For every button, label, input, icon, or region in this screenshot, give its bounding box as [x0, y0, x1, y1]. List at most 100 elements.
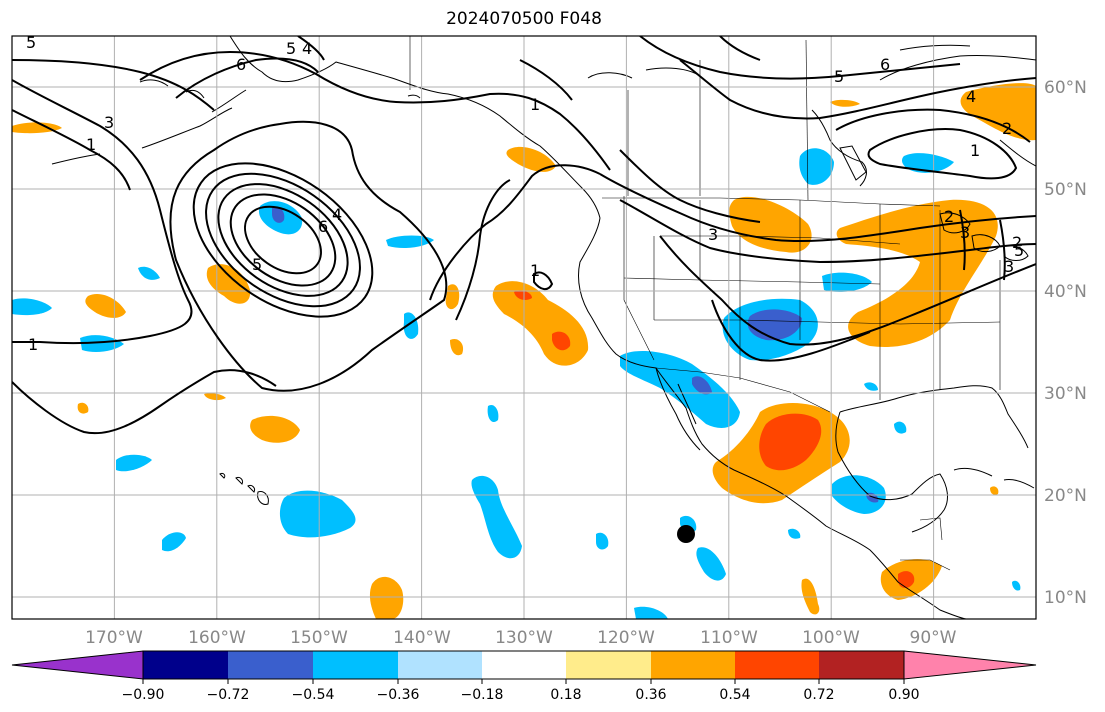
positive-anomaly-region — [830, 99, 860, 107]
contour-label: 6 — [318, 217, 328, 236]
positive-anomaly-region — [990, 486, 999, 495]
colorbar-tick-label: −0.36 — [377, 687, 420, 703]
contour-line — [711, 299, 871, 362]
strong-positive-anomaly-region — [514, 290, 532, 300]
contour-line — [835, 108, 1031, 143]
colorbar-segment — [228, 651, 313, 679]
colorbar-segment — [651, 651, 735, 679]
latitude-label: 40°N — [1044, 282, 1087, 302]
colorbar-tick-label: 0.72 — [803, 687, 834, 703]
colorbar-tick-label: −0.90 — [122, 687, 165, 703]
longitude-label: 90°W — [910, 628, 957, 648]
contour-line — [12, 79, 193, 345]
shaded-anomaly-layer — [12, 83, 1036, 619]
contour-label: 2 — [944, 207, 954, 226]
negative-anomaly-region — [80, 335, 124, 352]
negative-anomaly-region — [788, 528, 801, 539]
colorbar-low-extension — [11, 650, 144, 680]
colorbar-segment — [566, 651, 651, 679]
contour-line — [679, 59, 1036, 120]
negative-anomaly-region — [162, 532, 186, 552]
contour-line — [999, 219, 1006, 281]
contour-line — [297, 36, 325, 61]
positive-anomaly-region — [250, 415, 300, 443]
negative-anomaly-region — [902, 153, 954, 173]
strong-positive-anomaly-region — [898, 571, 915, 588]
longitude-label: 170°W — [85, 628, 143, 648]
colorbar-segment — [313, 651, 398, 679]
longitude-label: 120°W — [597, 628, 655, 648]
contour-line — [205, 172, 361, 308]
contour-line — [719, 36, 761, 61]
negative-anomaly-region — [1012, 580, 1021, 591]
contour-line — [12, 109, 131, 191]
positive-anomaly-region — [77, 402, 89, 414]
positive-anomaly-region — [204, 393, 226, 401]
latitude-label: 30°N — [1044, 384, 1087, 404]
map-frame — [11, 35, 1037, 620]
strong-positive-anomaly-region — [759, 413, 822, 471]
contour-label: 4 — [966, 87, 976, 106]
negative-anomaly-region — [894, 421, 907, 434]
contour-line — [639, 36, 961, 80]
contour-label: 1 — [530, 261, 540, 280]
colorbar-segment — [735, 651, 819, 679]
contour-label: 3 — [1004, 257, 1014, 276]
positive-anomaly-region — [729, 196, 812, 253]
contour-line — [169, 120, 448, 392]
negative-anomaly-region — [596, 532, 609, 550]
contour-line — [244, 205, 322, 275]
longitude-axis: 170°W 160°W 150°W 140°W 130°W 120°W 110°… — [85, 628, 957, 648]
positive-anomaly-region — [506, 146, 556, 172]
latitude-axis: 60°N 50°N 40°N 30°N 20°N 10°N — [1044, 78, 1087, 608]
contour-label: 5 — [252, 255, 262, 274]
location-marker — [677, 525, 695, 543]
contour-line — [229, 193, 337, 287]
contour-line — [175, 57, 319, 99]
contour-label: 1 — [530, 95, 540, 114]
contour-line — [217, 183, 349, 297]
contour-line — [12, 59, 215, 111]
contour-line — [12, 369, 277, 435]
latitude-label: 50°N — [1044, 180, 1087, 200]
positive-anomaly-region — [836, 199, 998, 347]
contour-label: 5 — [286, 39, 296, 58]
colorbar-tick-label: 0.36 — [635, 687, 666, 703]
contour-label: 1 — [86, 135, 96, 154]
longitude-label: 140°W — [393, 628, 451, 648]
contour-label: 1 — [970, 141, 980, 160]
contour-line — [659, 235, 1036, 346]
contour-line — [519, 59, 573, 101]
graticule — [12, 36, 1036, 619]
contour-line — [192, 162, 374, 318]
colorbar-tick-label: 0.54 — [719, 687, 750, 703]
contour-line — [619, 199, 1036, 264]
contour-label-layer: 5 6 5 4 6 5 3 1 1 1 3 2 4 5 6 4 5 1 2 3 … — [26, 36, 1024, 354]
longitude-label: 160°W — [188, 628, 246, 648]
longitude-label: 100°W — [802, 628, 860, 648]
negative-anomaly-region — [12, 298, 52, 316]
contour-label: 2 — [1002, 119, 1012, 138]
colorbar-high-extension — [903, 650, 1037, 680]
colorbar-segment — [482, 651, 566, 679]
negative-anomaly-region — [696, 547, 726, 581]
latitude-label: 10°N — [1044, 588, 1087, 608]
contour-label: 1 — [28, 335, 38, 354]
contour-label: 6 — [236, 55, 246, 74]
contour-label: 3 — [960, 223, 970, 242]
map-title: 2024070500 F048 — [446, 9, 602, 29]
negative-anomaly-region — [822, 272, 872, 292]
colorbar-segment — [398, 651, 482, 679]
positive-anomaly-region — [85, 293, 126, 318]
contour-line — [455, 179, 511, 321]
contour-label: 4 — [302, 39, 312, 58]
contour-line — [533, 271, 554, 290]
strong-positive-anomaly-region — [552, 331, 571, 351]
colorbar-tick-label: 0.18 — [550, 687, 581, 703]
contour-line — [959, 209, 966, 271]
positive-anomaly-region — [12, 122, 62, 134]
positive-anomaly-region — [450, 338, 464, 356]
colorbar-segment — [819, 651, 904, 679]
contour-lines — [12, 36, 1036, 435]
